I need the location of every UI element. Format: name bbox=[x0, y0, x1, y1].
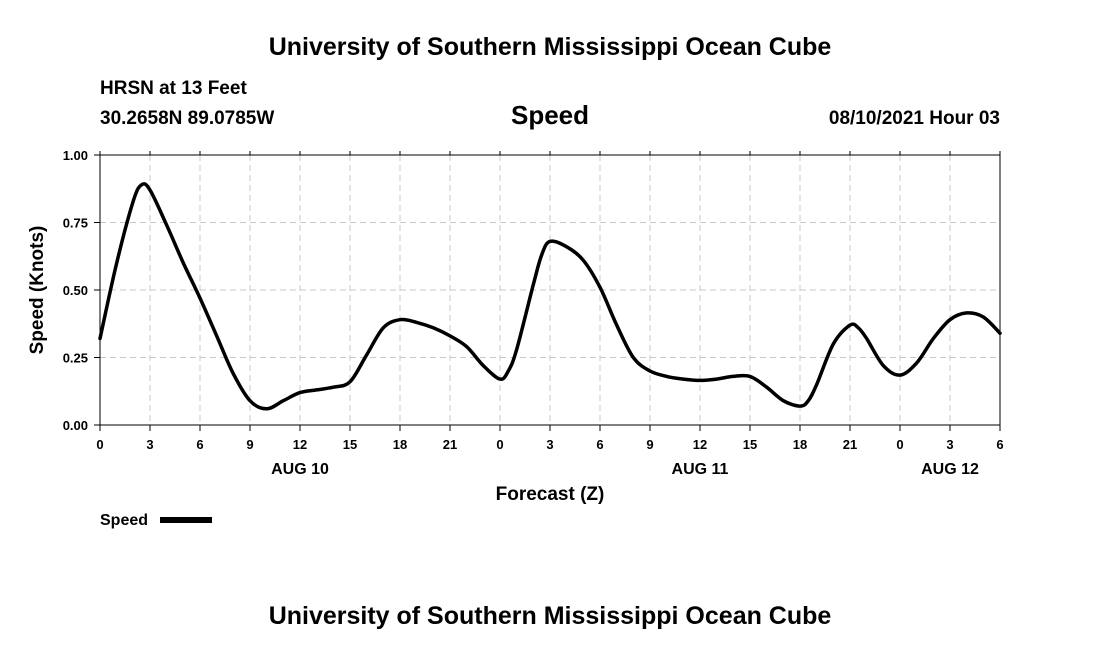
y-tick-label: 0.50 bbox=[63, 283, 88, 298]
legend-swatch bbox=[160, 517, 212, 523]
chart-title: Speed bbox=[511, 100, 589, 130]
x-tick-label: 18 bbox=[793, 437, 807, 452]
bottom-title: University of Southern Mississippi Ocean… bbox=[269, 602, 832, 630]
grid-lines bbox=[100, 155, 1000, 425]
y-axis-label: Speed (Knots) bbox=[27, 226, 48, 355]
day-label: AUG 10 bbox=[271, 461, 329, 478]
day-label: AUG 12 bbox=[921, 461, 979, 478]
x-tick-label: 9 bbox=[246, 437, 253, 452]
day-labels: AUG 10 AUG 11 AUG 12 bbox=[271, 461, 979, 478]
x-tick-label: 3 bbox=[546, 437, 553, 452]
x-tick-label: 6 bbox=[196, 437, 203, 452]
x-axis: 0 3 6 9 12 15 18 21 0 3 6 9 12 15 18 21 0 3 6 bbox=[96, 151, 1004, 452]
series-layer bbox=[98, 182, 1002, 411]
datetime-label: 08/10/2021 Hour 03 bbox=[829, 108, 1000, 129]
x-tick-label: 0 bbox=[96, 437, 103, 452]
x-tick-label: 3 bbox=[146, 437, 153, 452]
x-tick-label: 21 bbox=[843, 437, 857, 452]
x-tick-label: 0 bbox=[896, 437, 903, 452]
coords-label: 30.2658N 89.0785W bbox=[100, 108, 274, 129]
top-title: University of Southern Mississippi Ocean… bbox=[269, 33, 832, 61]
y-axis: 0.00 0.25 0.50 0.75 1.00 bbox=[63, 148, 100, 433]
x-axis-label: Forecast (Z) bbox=[496, 484, 605, 505]
x-tick-label: 6 bbox=[596, 437, 603, 452]
x-tick-label: 15 bbox=[343, 437, 357, 452]
station-label: HRSN at 13 Feet bbox=[100, 78, 247, 99]
speed-series-line bbox=[98, 182, 1002, 411]
day-label: AUG 11 bbox=[672, 461, 729, 478]
x-tick-label: 0 bbox=[496, 437, 503, 452]
x-tick-label: 21 bbox=[443, 437, 457, 452]
x-tick-label: 9 bbox=[646, 437, 653, 452]
y-tick-label: 0.75 bbox=[63, 216, 88, 231]
y-tick-label: 0.25 bbox=[63, 351, 88, 366]
legend: Speed bbox=[100, 512, 212, 529]
x-tick-label: 15 bbox=[743, 437, 757, 452]
x-tick-label: 3 bbox=[946, 437, 953, 452]
x-tick-label: 6 bbox=[996, 437, 1003, 452]
x-tick-label: 12 bbox=[293, 437, 307, 452]
y-tick-label: 1.00 bbox=[63, 148, 88, 163]
legend-label: Speed bbox=[100, 512, 148, 529]
y-tick-label: 0.00 bbox=[63, 418, 88, 433]
x-tick-label: 18 bbox=[393, 437, 407, 452]
x-tick-label: 12 bbox=[693, 437, 707, 452]
